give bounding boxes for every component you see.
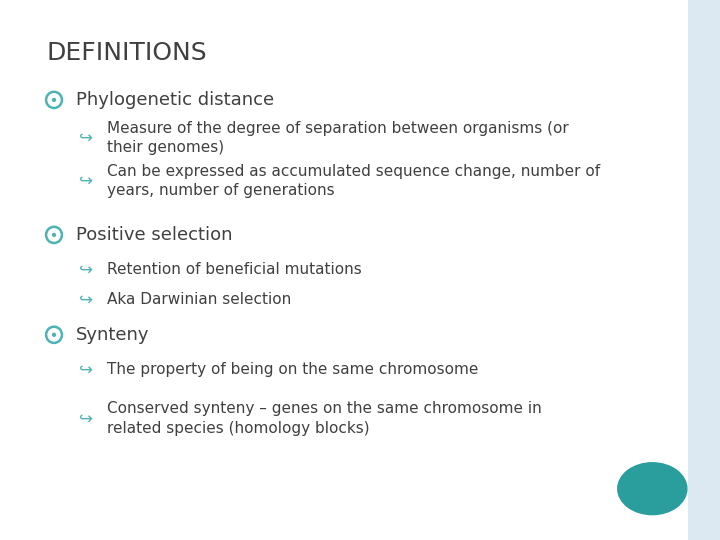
Text: ↪: ↪ (79, 261, 94, 279)
Text: Positive selection: Positive selection (76, 226, 232, 244)
Ellipse shape (52, 233, 56, 237)
Text: Phylogenetic distance: Phylogenetic distance (76, 91, 274, 109)
Text: ↪: ↪ (79, 129, 94, 147)
Text: ↪: ↪ (79, 409, 94, 428)
Circle shape (618, 463, 687, 515)
Text: ↪: ↪ (79, 172, 94, 190)
FancyBboxPatch shape (688, 0, 720, 540)
Text: Retention of beneficial mutations: Retention of beneficial mutations (107, 262, 361, 278)
Text: Can be expressed as accumulated sequence change, number of
years, number of gene: Can be expressed as accumulated sequence… (107, 164, 600, 198)
Text: ↪: ↪ (79, 291, 94, 309)
Text: Aka Darwinian selection: Aka Darwinian selection (107, 292, 291, 307)
Text: The property of being on the same chromosome: The property of being on the same chromo… (107, 362, 478, 377)
Text: DEFINITIONS: DEFINITIONS (47, 40, 207, 64)
Text: Synteny: Synteny (76, 326, 149, 344)
Text: Measure of the degree of separation between organisms (or
their genomes): Measure of the degree of separation betw… (107, 120, 568, 155)
Ellipse shape (52, 333, 56, 337)
Ellipse shape (52, 98, 56, 102)
FancyBboxPatch shape (688, 0, 720, 540)
Text: Conserved synteny – genes on the same chromosome in
related species (homology bl: Conserved synteny – genes on the same ch… (107, 401, 541, 436)
Text: ↪: ↪ (79, 361, 94, 379)
